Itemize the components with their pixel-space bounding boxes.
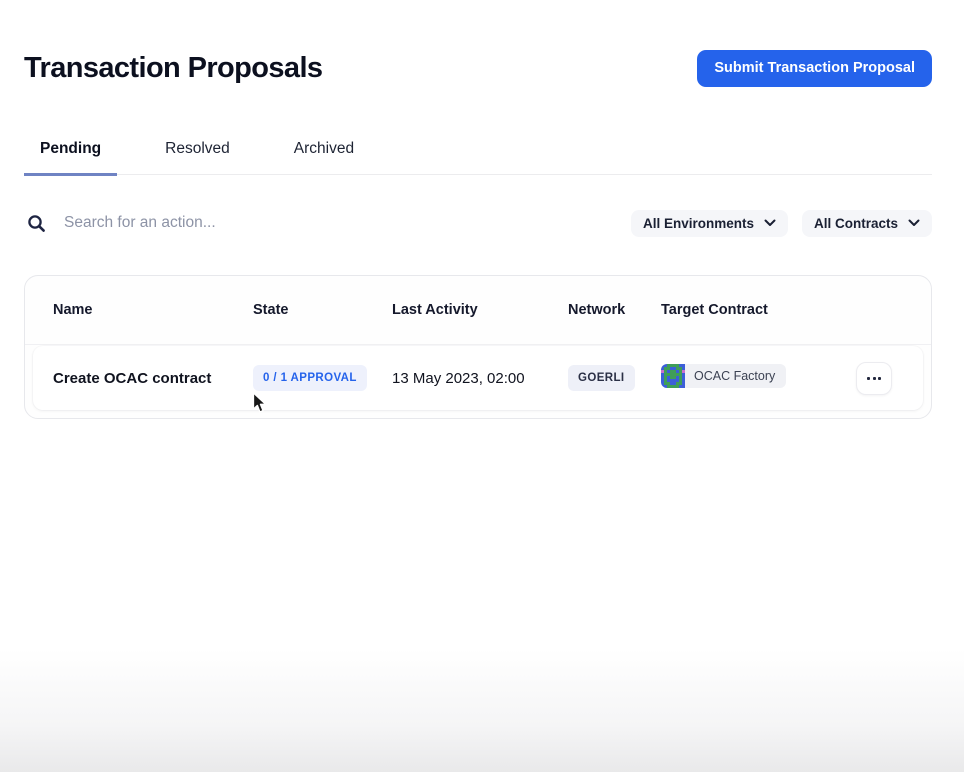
environments-filter-label: All Environments — [642, 215, 754, 231]
network-badge: GOERLI — [568, 365, 635, 392]
search-input[interactable] — [64, 214, 617, 233]
ellipsis-icon — [867, 376, 881, 380]
column-header-network: Network — [568, 302, 626, 319]
search-icon — [27, 214, 46, 233]
proposal-name: Create OCAC contract — [53, 369, 212, 387]
row-actions-button[interactable] — [856, 361, 892, 395]
page-header: Transaction Proposals Submit Transaction… — [24, 0, 932, 88]
contracts-filter-dropdown[interactable]: All Contracts — [801, 209, 932, 237]
chevron-down-icon — [908, 219, 920, 227]
contracts-filter-label: All Contracts — [813, 215, 898, 231]
tab-bar: Pending Resolved Archived — [24, 140, 932, 177]
tab-archived[interactable]: Archived — [293, 140, 355, 158]
tab-resolved[interactable]: Resolved — [165, 140, 230, 158]
contract-identicon — [661, 363, 685, 388]
tab-pending[interactable]: Pending — [24, 140, 118, 177]
proposals-table-card: Name State Last Activity Network Target … — [24, 275, 932, 420]
last-activity-value: 13 May 2023, 02:00 — [392, 369, 525, 387]
filter-row: All Environments All Contracts — [24, 208, 932, 238]
target-contract-label: OCAC Factory — [694, 368, 776, 383]
chevron-down-icon — [764, 219, 776, 227]
submit-transaction-proposal-button[interactable]: Submit Transaction Proposal — [697, 50, 932, 88]
target-contract-chip[interactable]: OCAC Factory — [661, 363, 787, 388]
page-title: Transaction Proposals — [24, 52, 323, 85]
approval-state-badge: 0 / 1 APPROVAL — [253, 365, 367, 392]
column-header-target-contract: Target Contract — [661, 302, 768, 319]
table-header-row: Name State Last Activity Network Target … — [25, 276, 931, 346]
column-header-name: Name — [53, 302, 93, 319]
table-row[interactable]: Create OCAC contract 0 / 1 APPROVAL 13 M… — [33, 346, 923, 411]
column-header-state: State — [253, 302, 289, 319]
environments-filter-dropdown[interactable]: All Environments — [630, 209, 788, 237]
column-header-last-activity: Last Activity — [392, 302, 478, 319]
